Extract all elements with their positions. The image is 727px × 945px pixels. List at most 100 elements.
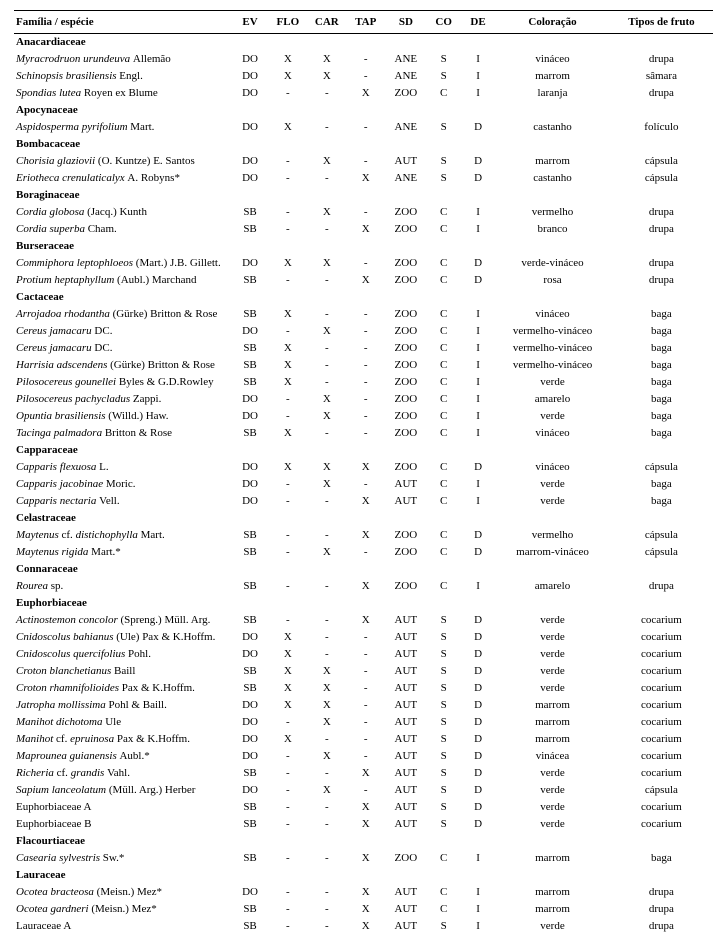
cell-sd: AUT — [385, 799, 426, 816]
species-row: Harrisia adscendens (Gürke) Britton & Ro… — [14, 357, 713, 374]
col-header-de: DE — [461, 11, 495, 34]
species-name: Richeria cf. grandis Vahl. — [14, 765, 232, 782]
cell-flo: - — [268, 204, 307, 221]
species-name: Maprounea guianensis Aubl.* — [14, 748, 232, 765]
species-row: Sapium lanceolatum (Müll. Arg.) HerberDO… — [14, 782, 713, 799]
cell-de: D — [461, 170, 495, 187]
cell-tap: X — [346, 272, 385, 289]
cell-flo: - — [268, 918, 307, 935]
cell-de: D — [461, 544, 495, 561]
cell-car: - — [307, 765, 346, 782]
cell-fruit: cápsula — [610, 459, 713, 476]
cell-ev: DO — [232, 629, 269, 646]
species-row: Pilosocereus gounellei Byles & G.D.Rowle… — [14, 374, 713, 391]
cell-tap: X — [346, 578, 385, 595]
cell-de: I — [461, 425, 495, 442]
species-name: Ocotea bracteosa (Meisn.) Mez* — [14, 884, 232, 901]
cell-car: X — [307, 408, 346, 425]
cell-color: verde — [495, 476, 610, 493]
cell-de: I — [461, 51, 495, 68]
cell-car: X — [307, 323, 346, 340]
cell-co: C — [426, 272, 460, 289]
species-row: Protium heptaphyllum (Aubl.) MarchandSB-… — [14, 272, 713, 289]
cell-co: S — [426, 765, 460, 782]
cell-ev: SB — [232, 544, 269, 561]
cell-fruit: drupa — [610, 918, 713, 935]
cell-color: vermelho — [495, 527, 610, 544]
cell-color: vináceo — [495, 306, 610, 323]
col-header-car: CAR — [307, 11, 346, 34]
species-name: Spondias lutea Royen ex Blume — [14, 85, 232, 102]
species-name: Manihot cf. epruinosa Pax & K.Hoffm. — [14, 731, 232, 748]
cell-tap: - — [346, 153, 385, 170]
cell-color: vinácea — [495, 748, 610, 765]
cell-de: D — [461, 799, 495, 816]
cell-color: vináceo — [495, 425, 610, 442]
species-name: Eriotheca crenulaticalyx A. Robyns* — [14, 170, 232, 187]
cell-co: S — [426, 68, 460, 85]
species-name: Croton rhamnifolioides Pax & K.Hoffm. — [14, 680, 232, 697]
cell-tap: - — [346, 306, 385, 323]
cell-co: C — [426, 476, 460, 493]
family-name: Boraginaceae — [14, 187, 713, 204]
cell-car: - — [307, 918, 346, 935]
cell-co: S — [426, 782, 460, 799]
cell-flo: X — [268, 51, 307, 68]
cell-color: verde-vináceo — [495, 255, 610, 272]
cell-sd: ZOO — [385, 306, 426, 323]
cell-car: X — [307, 544, 346, 561]
cell-color: verde — [495, 663, 610, 680]
species-name: Cnidoscolus bahianus (Ule) Pax & K.Hoffm… — [14, 629, 232, 646]
species-row: Commiphora leptophloeos (Mart.) J.B. Gil… — [14, 255, 713, 272]
cell-de: D — [461, 153, 495, 170]
cell-sd: ZOO — [385, 272, 426, 289]
species-row: Capparis jacobinae Moric.DO-X-AUTCIverde… — [14, 476, 713, 493]
cell-fruit: cápsula — [610, 782, 713, 799]
cell-tap: X — [346, 918, 385, 935]
cell-sd: ZOO — [385, 221, 426, 238]
cell-co: S — [426, 799, 460, 816]
species-row: Manihot dichotoma UleDO-X-AUTSDmarromcoc… — [14, 714, 713, 731]
cell-tap: X — [346, 765, 385, 782]
cell-car: X — [307, 663, 346, 680]
cell-co: S — [426, 153, 460, 170]
family-row: Celastraceae — [14, 510, 713, 527]
cell-de: I — [461, 884, 495, 901]
cell-fruit: cápsula — [610, 527, 713, 544]
cell-ev: DO — [232, 51, 269, 68]
cell-car: - — [307, 306, 346, 323]
cell-ev: SB — [232, 272, 269, 289]
cell-sd: AUT — [385, 731, 426, 748]
cell-ev: SB — [232, 425, 269, 442]
cell-ev: DO — [232, 408, 269, 425]
species-name: Croton blanchetianus Baill — [14, 663, 232, 680]
cell-ev: DO — [232, 782, 269, 799]
cell-tap: - — [346, 51, 385, 68]
col-header-familia: Família / espécie — [14, 11, 232, 34]
species-name: Arrojadoa rhodantha (Gürke) Britton & Ro… — [14, 306, 232, 323]
species-row: Casearia sylvestris Sw.*SB--XZOOCImarrom… — [14, 850, 713, 867]
cell-fruit: cápsula — [610, 544, 713, 561]
cell-flo: X — [268, 425, 307, 442]
cell-color: vináceo — [495, 51, 610, 68]
cell-flo: X — [268, 68, 307, 85]
cell-fruit: drupa — [610, 901, 713, 918]
cell-sd: ZOO — [385, 850, 426, 867]
cell-co: S — [426, 612, 460, 629]
col-header-ev: EV — [232, 11, 269, 34]
cell-de: I — [461, 374, 495, 391]
cell-car: - — [307, 816, 346, 833]
cell-de: I — [461, 68, 495, 85]
cell-sd: ZOO — [385, 357, 426, 374]
cell-color: marrom — [495, 901, 610, 918]
cell-tap: X — [346, 799, 385, 816]
cell-color: marrom — [495, 884, 610, 901]
cell-fruit: cocarium — [610, 629, 713, 646]
cell-co: C — [426, 85, 460, 102]
species-name: Capparis nectaria Vell. — [14, 493, 232, 510]
family-row: Anacardiaceae — [14, 34, 713, 51]
cell-fruit: baga — [610, 850, 713, 867]
cell-co: S — [426, 816, 460, 833]
cell-co: S — [426, 170, 460, 187]
cell-de: D — [461, 272, 495, 289]
